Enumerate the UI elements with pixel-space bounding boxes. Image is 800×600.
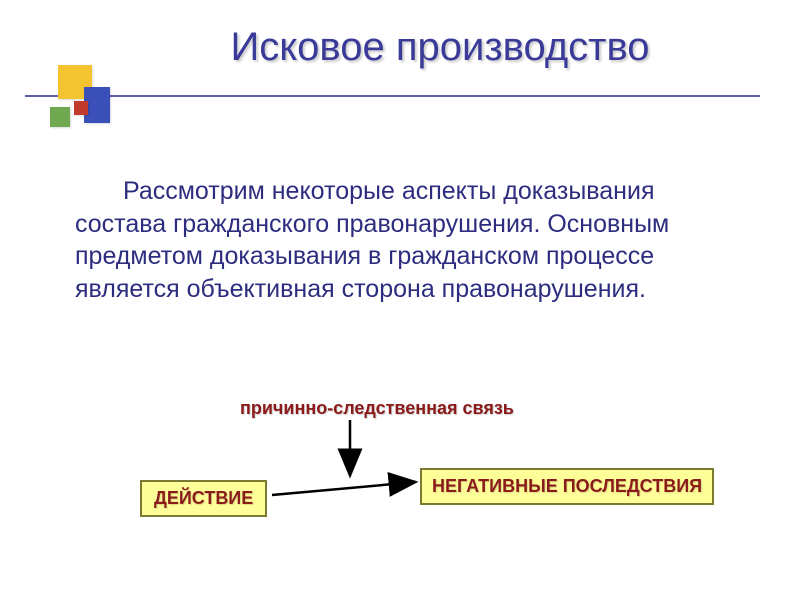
body-text-content: Рассмотрим некоторые аспекты доказывания…: [75, 177, 669, 303]
corner-decoration: [40, 65, 120, 145]
box-consequences: НЕГАТИВНЫЕ ПОСЛЕДСТВИЯ: [420, 468, 714, 505]
arrow-action-to-consequence: [272, 482, 416, 495]
box-action: ДЕЙСТВИЕ: [140, 480, 267, 517]
title-divider: [25, 95, 760, 97]
causal-label: причинно-следственная связь: [240, 398, 514, 419]
slide-title: Исковое производство: [120, 25, 760, 70]
body-paragraph: Рассмотрим некоторые аспекты доказывания…: [75, 175, 725, 305]
deco-square-green: [50, 107, 70, 127]
deco-square-red: [74, 101, 88, 115]
